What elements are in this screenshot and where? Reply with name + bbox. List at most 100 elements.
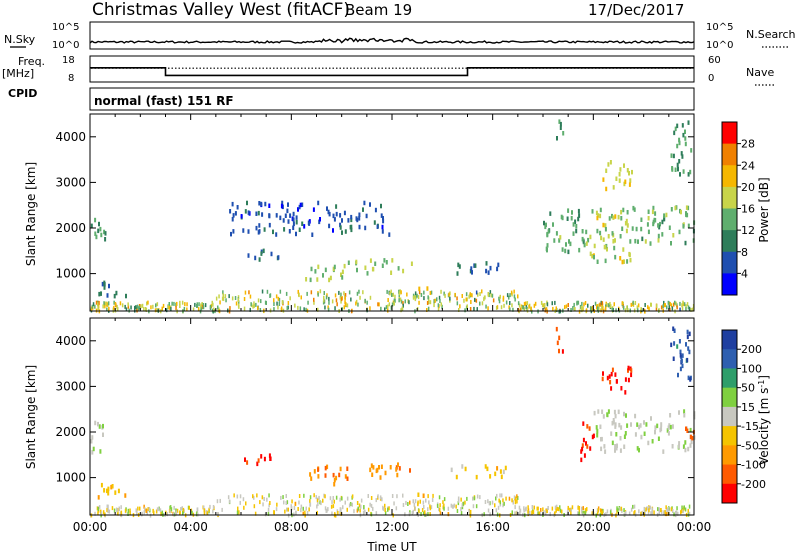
colorbar-frame: [721, 329, 738, 504]
ground-scatter-cell: [108, 306, 110, 311]
echo-cell: [623, 411, 625, 417]
ground-scatter-cell: [464, 500, 466, 505]
ground-scatter-cell: [508, 496, 511, 501]
ground-scatter-cell: [487, 306, 489, 311]
echo-cell: [622, 247, 625, 252]
echo-cell: [683, 413, 686, 418]
ground-scatter-cell: [565, 304, 568, 309]
ground-scatter-cell: [528, 304, 530, 309]
echo-cell: [599, 207, 602, 213]
ground-scatter-cell: [146, 511, 148, 515]
echo-cell: [593, 243, 596, 249]
echo-cell: [602, 237, 605, 242]
ground-scatter-cell: [278, 297, 281, 302]
ground-scatter-cell: [427, 507, 429, 512]
ground-scatter-cell: [273, 298, 275, 303]
ground-scatter-cell: [531, 510, 533, 515]
echo-cell: [619, 167, 622, 172]
echo-cell: [639, 423, 642, 428]
echo-cell: [561, 349, 564, 354]
ground-scatter-cell: [610, 304, 612, 309]
echo-cell: [258, 201, 261, 206]
ground-scatter-cell: [253, 303, 255, 308]
ground-scatter-cell: [462, 501, 465, 506]
ground-scatter-cell: [175, 302, 177, 307]
ground-scatter-cell: [147, 507, 149, 511]
y-tick-label: 2000: [55, 221, 86, 235]
ground-scatter-cell: [219, 300, 221, 305]
ground-scatter-cell: [632, 300, 634, 305]
echo-cell: [617, 409, 620, 415]
ground-scatter-cell: [359, 508, 361, 513]
ground-scatter-cell: [334, 293, 337, 298]
ground-scatter-cell: [316, 498, 319, 503]
echo-cell: [620, 425, 623, 430]
ground-scatter-cell: [656, 303, 658, 308]
ground-scatter-cell: [417, 295, 420, 300]
ground-scatter-cell: [156, 308, 158, 312]
ground-scatter-cell: [97, 306, 99, 310]
echo-cell: [333, 217, 336, 222]
ground-scatter-cell: [644, 510, 646, 515]
ground-scatter-cell: [468, 509, 470, 514]
echo-cell: [618, 178, 621, 183]
ground-scatter-cell: [606, 509, 609, 514]
ground-scatter-cell: [497, 505, 500, 510]
ground-scatter-cell: [430, 505, 433, 510]
ground-scatter-cell: [149, 513, 152, 518]
echo-cell: [381, 263, 384, 268]
ground-scatter-cell: [97, 302, 99, 307]
ground-scatter-cell: [222, 296, 225, 301]
echo-cell: [391, 258, 394, 263]
ground-scatter-cell: [379, 495, 382, 500]
ground-scatter-cell: [517, 308, 520, 312]
echo-cell: [341, 218, 343, 223]
ground-scatter-cell: [221, 507, 223, 512]
ground-scatter-cell: [687, 305, 690, 310]
ground-scatter-cell: [249, 307, 251, 312]
ground-scatter-cell: [580, 306, 583, 311]
echo-cell: [565, 242, 567, 247]
ground-scatter-cell: [342, 505, 344, 510]
ground-scatter-cell: [173, 301, 175, 306]
ground-scatter-cell: [202, 305, 205, 310]
echo-cell: [383, 258, 386, 263]
echo-cell: [670, 241, 672, 246]
ground-scatter-cell: [205, 510, 208, 515]
echo-cell: [602, 414, 605, 419]
echo-cell: [110, 484, 113, 490]
ground-scatter-cell: [160, 511, 162, 516]
echo-cell: [292, 221, 295, 227]
echo-cell: [682, 132, 685, 138]
ground-scatter-cell: [269, 293, 272, 298]
echo-cell: [389, 465, 392, 470]
echo-cell: [263, 227, 266, 232]
ground-scatter-cell: [334, 513, 337, 518]
echo-cell: [475, 474, 478, 480]
ground-scatter-cell: [261, 289, 264, 294]
echo-cell: [289, 213, 292, 218]
echo-cell: [673, 130, 676, 136]
ground-scatter-cell: [237, 295, 240, 300]
echo-cell: [679, 353, 682, 358]
echo-cell: [603, 444, 606, 449]
ground-scatter-cell: [570, 510, 572, 515]
echo-cell: [552, 222, 554, 227]
ground-scatter-cell: [182, 507, 185, 512]
ground-scatter-cell: [339, 497, 341, 502]
ground-scatter-cell: [154, 308, 157, 313]
ground-scatter-cell: [651, 507, 653, 512]
ground-scatter-cell: [300, 504, 303, 509]
ground-scatter-cell: [664, 510, 666, 515]
cpid-value: normal (fast) 151 RF: [94, 94, 234, 108]
echo-cell: [497, 262, 500, 268]
echo-cell: [678, 339, 681, 344]
echo-cell: [611, 421, 614, 426]
echo-cell: [369, 467, 372, 473]
ground-scatter-cell: [505, 496, 507, 501]
ground-scatter-cell: [452, 504, 454, 509]
ground-scatter-cell: [287, 301, 290, 305]
ground-scatter-cell: [106, 301, 108, 306]
ground-scatter-cell: [514, 297, 516, 302]
ground-scatter-cell: [182, 511, 184, 515]
